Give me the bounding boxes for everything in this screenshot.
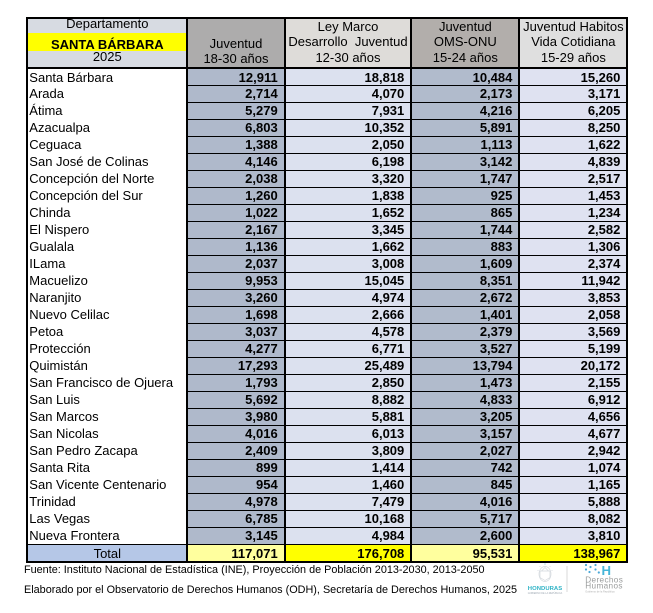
svg-text:Gobierno de la República: Gobierno de la República xyxy=(585,590,615,594)
svg-text:H: H xyxy=(602,563,612,578)
svg-text:Derechos: Derechos xyxy=(585,575,623,584)
svg-text:Humanos: Humanos xyxy=(585,582,623,591)
svg-text:HONDURAS: HONDURAS xyxy=(528,586,562,592)
svg-text:GOBIERNO DE LA REPÚBLICA: GOBIERNO DE LA REPÚBLICA xyxy=(528,592,563,595)
